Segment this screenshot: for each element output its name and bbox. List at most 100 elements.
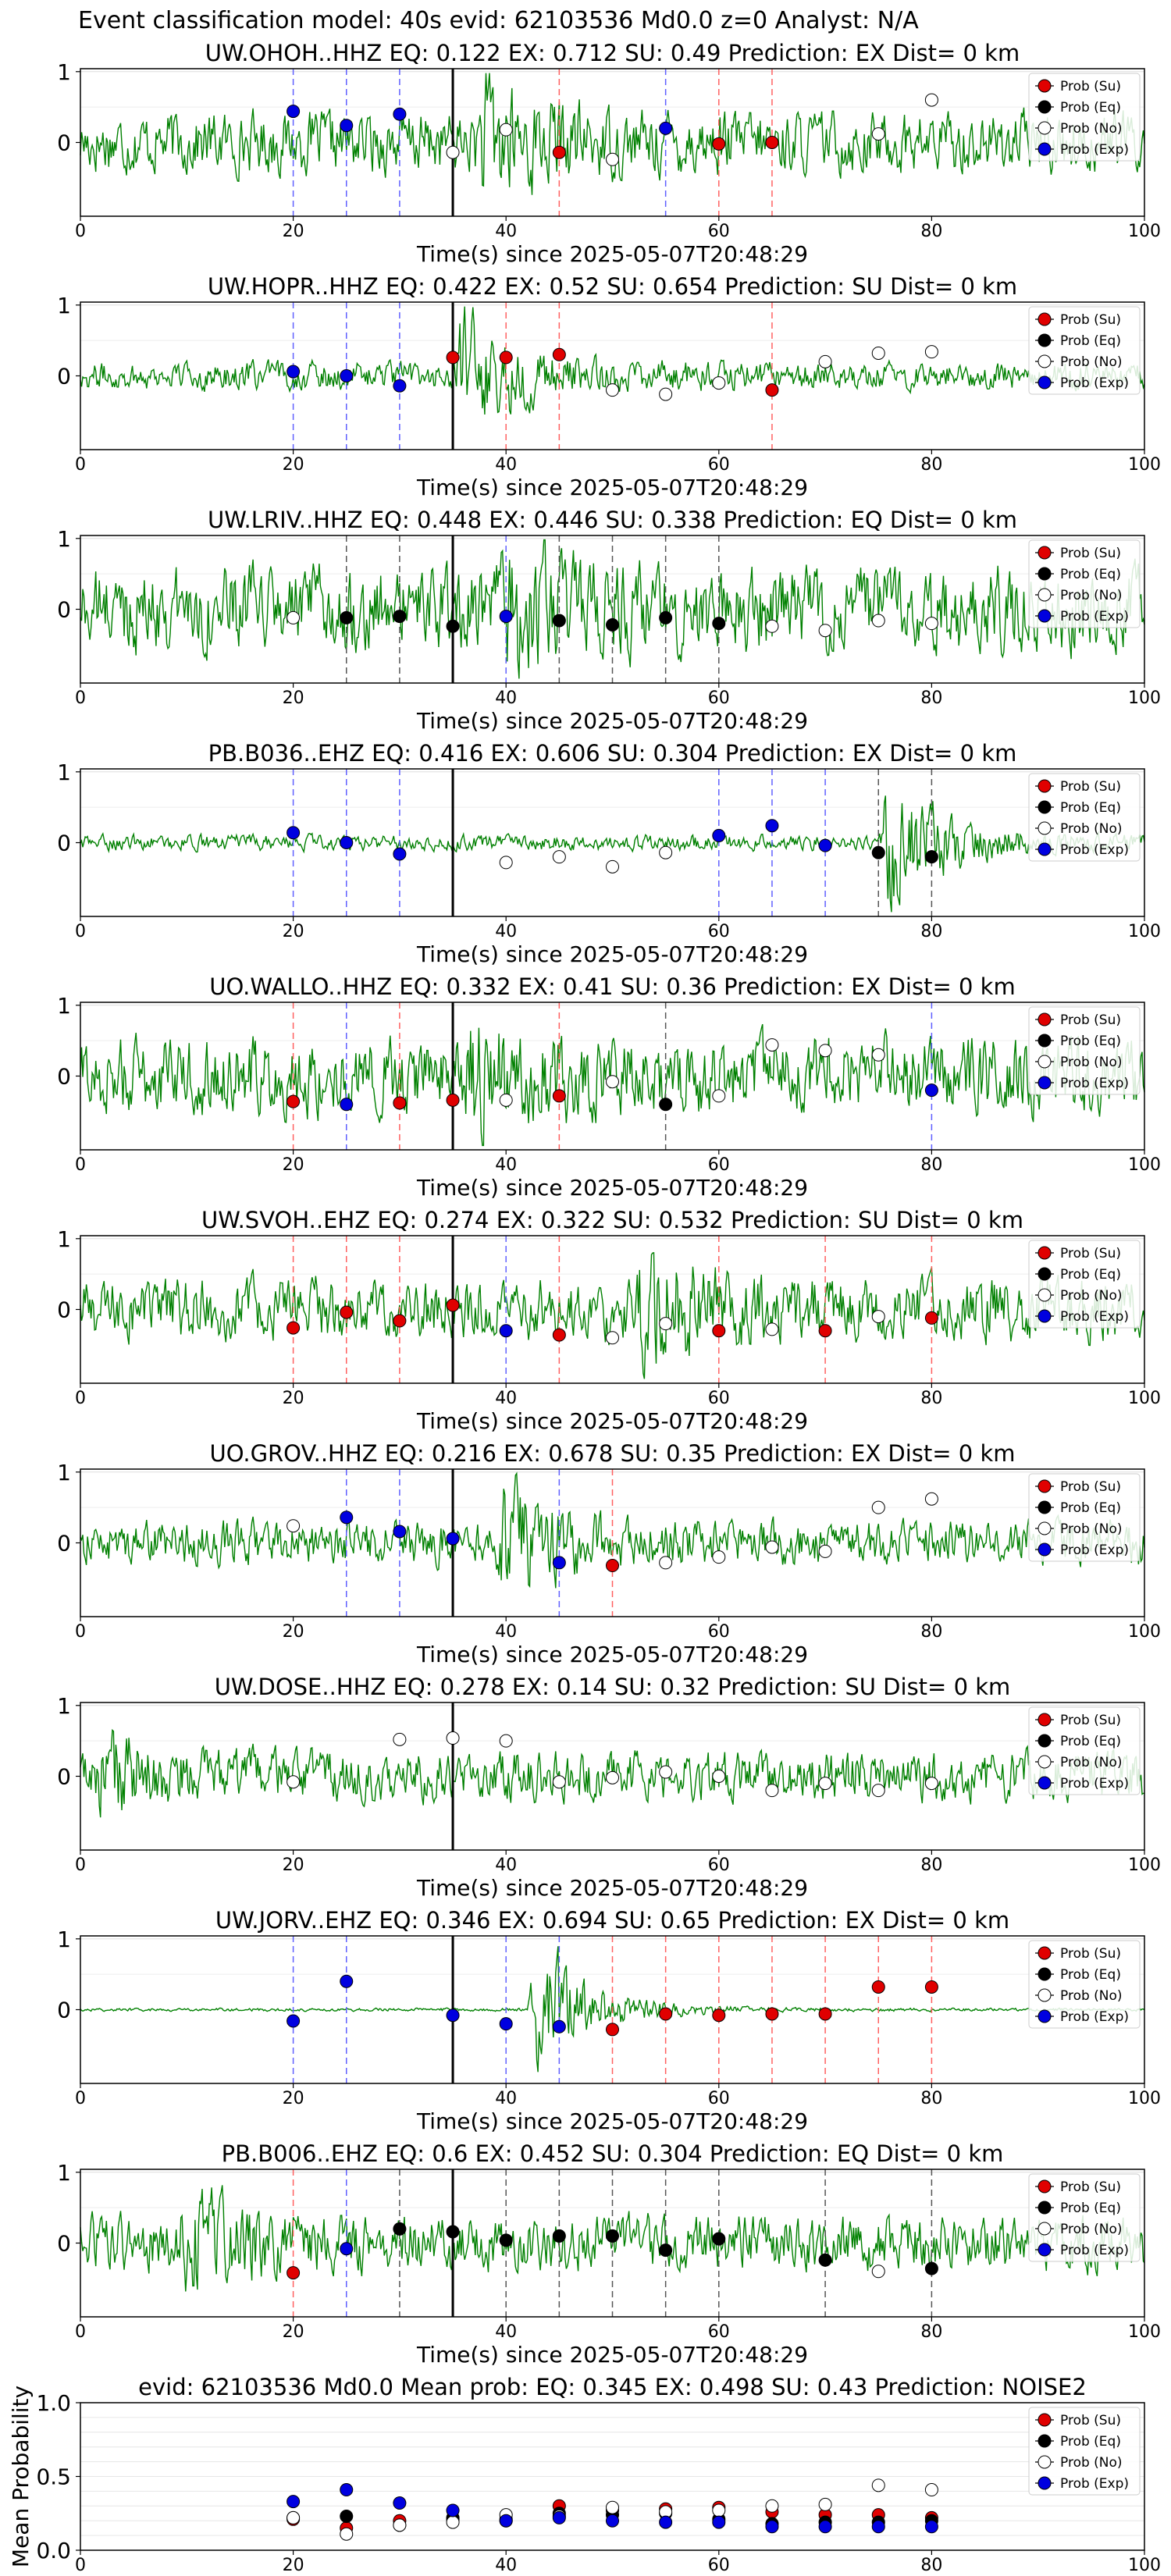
x-tick-label: 60 [708,2322,730,2342]
legend-label: Prob (Eq) [1060,1734,1121,1749]
legend-label: Prob (Su) [1060,1246,1121,1261]
waveform-trace [80,73,1145,195]
prob-marker [446,350,460,365]
prob-marker [659,387,673,401]
prob-marker [712,376,726,390]
x-tick-label: 0 [75,1856,86,1875]
legend-marker [1038,1246,1052,1260]
x-tick-label: 60 [708,1389,730,1408]
legend-box [1028,1940,1141,2029]
mean-prob-marker [393,2518,407,2532]
x-tick-label: 0 [75,2556,86,2575]
legend-label: Prob (Exp) [1060,375,1129,391]
x-tick-label: 20 [283,1389,304,1408]
prob-marker [924,1083,938,1098]
prob-marker [446,1532,460,1546]
panel-title: UO.GROV..HHZ EQ: 0.216 EX: 0.678 SU: 0.3… [209,1440,1015,1467]
prob-marker [765,383,779,397]
legend-marker [1038,1988,1052,2002]
x-tick-label: 80 [920,1155,942,1175]
prob-marker [712,828,726,842]
x-tick-label: 60 [708,222,730,241]
legend-label: Prob (No) [1060,1988,1123,2004]
x-tick-label: 20 [283,1622,304,1642]
prob-marker [659,2243,673,2258]
y-tick-label: 0 [57,1531,71,1557]
prob-marker [499,610,513,624]
prob-marker [712,1770,726,1783]
x-tick-label: 40 [495,222,517,241]
legend-marker [1038,800,1052,814]
y-tick-label: 1 [57,526,71,552]
x-tick-label: 60 [708,455,730,475]
legend-label: Prob (Su) [1060,1012,1121,1028]
legend-marker [1038,1946,1052,1960]
legend-marker [1038,1288,1052,1302]
legend-label: Prob (Su) [1060,79,1121,94]
prob-marker [871,614,885,628]
prob-marker [765,1540,779,1554]
y-tick-label: 1 [57,993,71,1019]
mean-prob-marker [606,2500,619,2514]
prob-marker [871,1310,885,1324]
mean-prob-marker [340,2483,354,2497]
prob-marker [765,819,779,833]
legend-marker [1038,1479,1052,1493]
legend-label: Prob (Eq) [1060,2201,1121,2216]
y-tick-label: 1 [57,760,71,785]
panel-4: PB.B036..EHZ EQ: 0.416 EX: 0.606 SU: 0.3… [57,740,1161,967]
prob-marker [818,1044,832,1058]
x-tick-label: 100 [1128,1155,1161,1175]
legend-marker [1038,142,1052,156]
prob-marker [871,127,885,141]
legend-box [1028,539,1141,628]
x-tick-label: 20 [283,688,304,708]
prob-marker [606,2229,619,2243]
prob-marker [871,1500,885,1514]
x-tick-label: 20 [283,2089,304,2108]
x-tick-label: 60 [708,1856,730,1875]
legend-label: Prob (Eq) [1060,567,1121,582]
x-axis-label: Time(s) since 2025-05-07T20:48:29 [416,1175,808,1201]
legend-marker [1038,1034,1052,1048]
prob-marker [552,1775,566,1789]
legend-box [1028,73,1141,162]
prob-marker [552,1089,566,1103]
waveform-trace [80,1251,1145,1379]
prob-marker [287,1519,301,1533]
prob-marker [924,1777,938,1791]
figure-suptitle: Event classification model: 40s evid: 62… [78,7,919,34]
legend-label: Prob (Exp) [1060,1776,1129,1791]
prob-marker [446,145,460,159]
prob-marker [871,346,885,360]
legend-marker [1038,1755,1052,1769]
x-tick-label: 60 [708,2089,730,2108]
legend-marker [1038,588,1052,602]
x-tick-label: 0 [75,2089,86,2108]
prob-marker [818,1544,832,1558]
x-tick-label: 60 [708,1155,730,1175]
prob-marker [446,2225,460,2239]
panel-title: PB.B006..EHZ EQ: 0.6 EX: 0.452 SU: 0.304… [222,2140,1004,2167]
x-tick-label: 80 [920,455,942,475]
legend-label: Prob (No) [1060,1055,1123,1070]
legend-label: Prob (No) [1060,1288,1123,1304]
prob-marker [606,1770,619,1784]
prob-marker [393,847,407,861]
legend-marker [1038,1542,1052,1557]
prob-marker [340,1305,354,1319]
legend-marker [1038,2009,1052,2023]
x-axis-label: Time(s) since 2025-05-07T20:48:29 [416,1408,808,1434]
x-tick-label: 40 [495,1389,517,1408]
panel-5: UO.WALLO..HHZ EQ: 0.332 EX: 0.41 SU: 0.3… [57,973,1161,1201]
legend-label: Prob (No) [1060,588,1123,603]
y-tick-label: 0 [57,1998,71,2023]
x-tick-label: 100 [1128,222,1161,241]
prob-marker [287,105,301,119]
prob-marker [712,1089,726,1103]
prob-marker [606,1331,619,1345]
prob-marker [818,1324,832,1338]
legend-label: Prob (Su) [1060,2413,1121,2428]
prob-marker [606,617,619,632]
x-tick-label: 60 [708,1622,730,1642]
